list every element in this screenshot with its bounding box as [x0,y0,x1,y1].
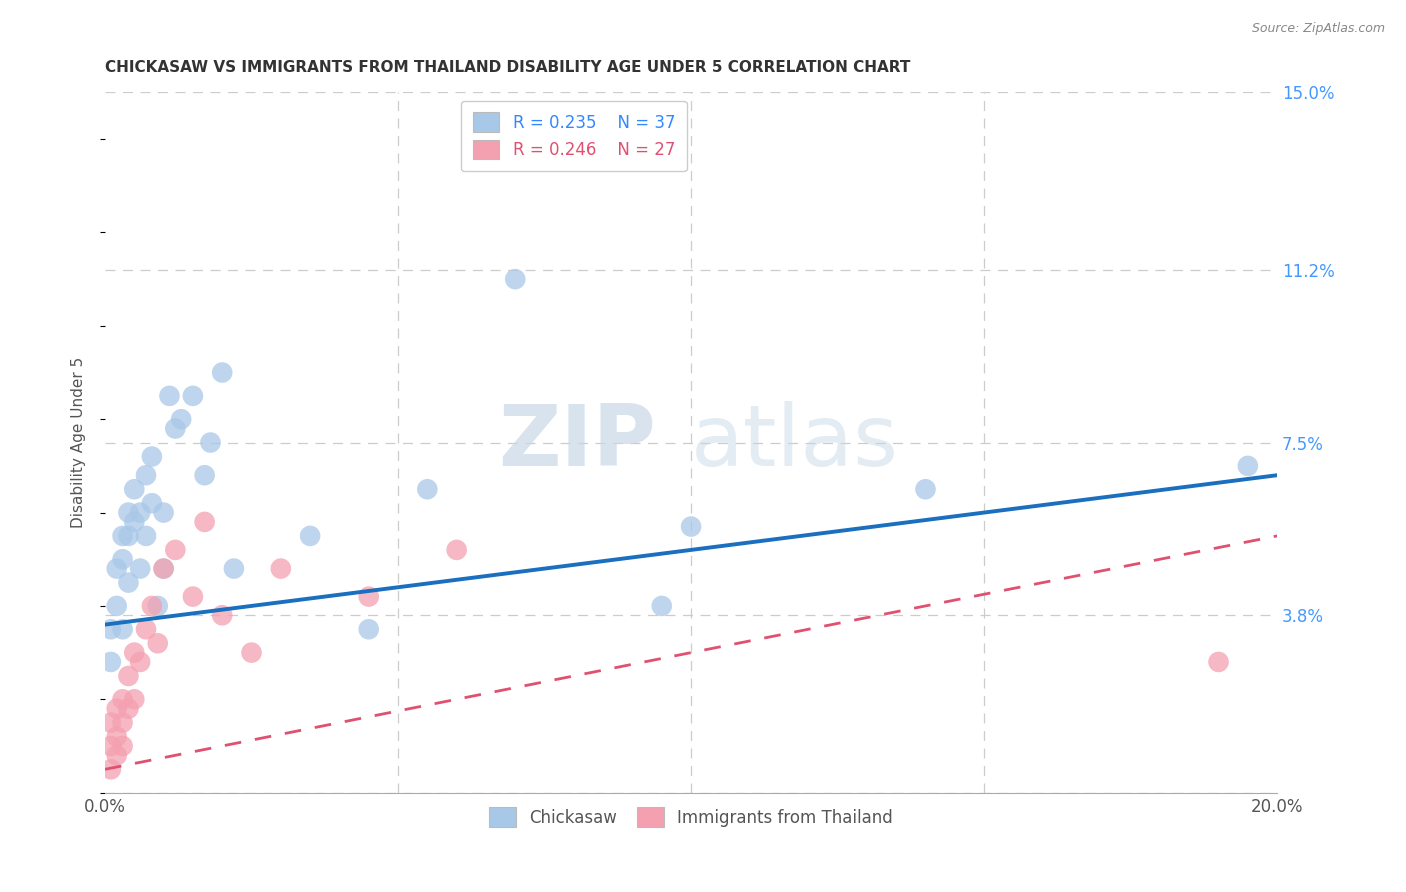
Text: ZIP: ZIP [498,401,657,484]
Point [124,515,146,529]
Point [211,366,233,380]
Point [159,389,181,403]
Point [111,739,134,753]
Point [152,506,174,520]
Point [111,622,134,636]
Point [141,599,163,613]
Point [1237,458,1260,473]
Point [1208,655,1230,669]
Point [357,590,380,604]
Point [105,730,128,744]
Point [117,701,139,715]
Legend: Chickasaw, Immigrants from Thailand: Chickasaw, Immigrants from Thailand [482,801,900,833]
Point [146,599,169,613]
Point [129,506,152,520]
Point [117,669,139,683]
Point [100,739,122,753]
Point [222,561,245,575]
Point [100,655,122,669]
Point [357,622,380,636]
Point [146,636,169,650]
Point [165,421,187,435]
Point [416,482,439,496]
Point [681,519,703,533]
Text: Source: ZipAtlas.com: Source: ZipAtlas.com [1251,22,1385,36]
Point [181,389,204,403]
Point [105,701,128,715]
Point [914,482,936,496]
Point [135,468,157,483]
Point [117,575,139,590]
Point [194,468,217,483]
Point [141,450,163,464]
Point [270,561,292,575]
Point [100,622,122,636]
Point [129,561,152,575]
Point [194,515,217,529]
Point [181,590,204,604]
Point [503,272,526,286]
Point [124,646,146,660]
Point [165,542,187,557]
Point [105,561,128,575]
Point [100,762,122,776]
Point [299,529,322,543]
Point [446,542,468,557]
Point [111,529,134,543]
Point [100,715,122,730]
Point [651,599,673,613]
Point [111,552,134,566]
Point [135,622,157,636]
Point [170,412,193,426]
Point [200,435,222,450]
Point [111,692,134,706]
Point [117,506,139,520]
Y-axis label: Disability Age Under 5: Disability Age Under 5 [72,357,86,528]
Point [124,692,146,706]
Point [117,529,139,543]
Text: CHICKASAW VS IMMIGRANTS FROM THAILAND DISABILITY AGE UNDER 5 CORRELATION CHART: CHICKASAW VS IMMIGRANTS FROM THAILAND DI… [105,60,910,75]
Point [129,655,152,669]
Point [135,529,157,543]
Point [141,496,163,510]
Point [152,561,174,575]
Point [111,715,134,730]
Point [152,561,174,575]
Point [240,646,263,660]
Point [105,748,128,763]
Text: atlas: atlas [692,401,898,484]
Point [124,482,146,496]
Point [211,608,233,623]
Point [105,599,128,613]
